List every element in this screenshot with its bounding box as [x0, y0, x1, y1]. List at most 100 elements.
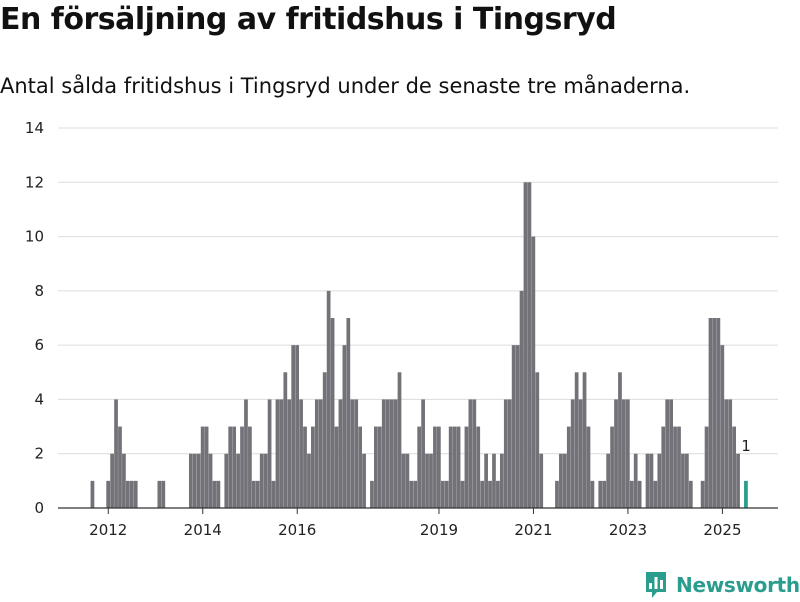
bar: [425, 453, 429, 508]
bar: [440, 480, 445, 508]
bar: [716, 318, 721, 508]
bar-chart: 0 2 4 6 8 10 12 14 2012 2014 2016 2019 2021 2023 2025…: [25, 119, 778, 539]
bar: [511, 345, 516, 508]
bar: [629, 480, 634, 508]
chart-subtitle: Antal sålda fritidshus i Tingsryd under …: [0, 74, 691, 98]
bar: [232, 426, 237, 508]
bar: [244, 399, 248, 508]
brand-name: Newsworthy: [676, 573, 800, 597]
bar: [464, 426, 469, 508]
bar: [433, 426, 437, 508]
bar: [625, 399, 630, 508]
y-tick-label: 0: [34, 499, 44, 517]
bar: [527, 182, 532, 509]
bar: [519, 290, 524, 508]
bar: [531, 236, 536, 508]
bar: [507, 399, 512, 508]
bar: [677, 426, 681, 508]
bar: [637, 480, 642, 508]
bar: [377, 426, 382, 508]
bar: [496, 480, 500, 508]
bar: [586, 426, 591, 508]
bar: [460, 480, 465, 508]
bar: [468, 399, 473, 508]
bar: [472, 399, 477, 508]
bar: [393, 399, 398, 508]
bar: [259, 453, 264, 508]
bar: [610, 426, 614, 508]
bar: [559, 453, 563, 508]
bar: [271, 480, 276, 508]
y-tick-label: 2: [34, 445, 44, 463]
bar: [523, 182, 528, 509]
y-tick-label: 6: [34, 336, 44, 354]
bar: [645, 453, 650, 508]
bar: [318, 399, 323, 508]
bar: [720, 345, 725, 508]
bar: [484, 453, 488, 508]
bar: [535, 372, 540, 508]
annotations: 1: [741, 437, 751, 455]
bar: [196, 453, 201, 508]
bar: [291, 345, 296, 508]
bar: [350, 399, 355, 508]
data-label: 1: [741, 437, 751, 455]
bar: [275, 399, 280, 508]
bar: [736, 453, 740, 508]
bar: [436, 426, 441, 508]
bar: [708, 318, 713, 508]
bar: [279, 399, 284, 508]
bar: [539, 453, 544, 508]
x-tick-label: 2023: [609, 521, 647, 539]
bar: [606, 453, 611, 508]
x-tick-label: 2012: [89, 521, 127, 539]
bar: [590, 480, 595, 508]
bar: [248, 426, 252, 508]
bar: [389, 399, 394, 508]
bar: [649, 453, 654, 508]
bar: [255, 480, 260, 508]
bar: [570, 399, 575, 508]
bar: [515, 345, 520, 508]
bar: [582, 372, 587, 508]
bar: [492, 453, 496, 508]
bar: [661, 426, 666, 508]
bar: [633, 453, 638, 508]
bar: [303, 426, 307, 508]
bar: [106, 480, 111, 508]
bar: [673, 426, 677, 508]
y-tick-label: 12: [25, 173, 44, 191]
bar: [665, 399, 670, 508]
bar: [728, 399, 733, 508]
bar: [744, 480, 748, 508]
x-tick-label: 2016: [278, 521, 316, 539]
bar: [133, 480, 138, 508]
bar: [712, 318, 717, 508]
bar: [334, 426, 339, 508]
bar: [129, 480, 134, 508]
bar: [688, 480, 693, 508]
bar: [330, 318, 335, 508]
y-tick-label: 14: [25, 119, 44, 137]
bar: [381, 399, 386, 508]
bars: [90, 182, 748, 509]
bar: [421, 399, 425, 508]
chart-title: En försäljning av fritidshus i Tingsryd: [0, 2, 617, 37]
bar: [618, 372, 622, 508]
bar: [657, 453, 662, 508]
bar: [299, 399, 303, 508]
bar: [622, 399, 626, 508]
bar: [314, 399, 319, 508]
bar: [208, 453, 213, 508]
bar: [283, 372, 288, 508]
bar: [681, 453, 685, 508]
bar: [732, 426, 736, 508]
bar: [602, 480, 607, 508]
bar: [653, 480, 658, 508]
bar: [311, 426, 315, 508]
y-tick-label: 8: [34, 282, 44, 300]
bar: [409, 480, 414, 508]
bar: [125, 480, 130, 508]
bar: [354, 399, 359, 508]
bar: [488, 480, 492, 508]
